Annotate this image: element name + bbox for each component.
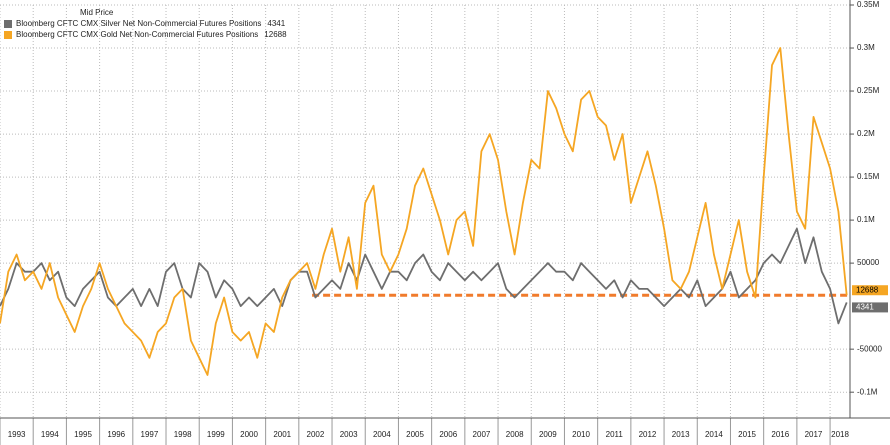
legend-swatch <box>4 20 12 28</box>
x-tick-label: 2001 <box>273 430 291 439</box>
x-tick-label: 1998 <box>174 430 192 439</box>
value-tag <box>852 285 888 296</box>
x-tick-label: 2018 <box>831 430 849 439</box>
x-tick-label: 2006 <box>439 430 457 439</box>
y-tick-label: 0.25M <box>857 86 880 95</box>
x-tick-label: 1995 <box>74 430 92 439</box>
legend-label: Bloomberg CFTC CMX Silver Net Non-Commer… <box>16 19 261 28</box>
legend-label: Bloomberg CFTC CMX Gold Net Non-Commerci… <box>16 30 258 39</box>
x-tick-label: 2012 <box>639 430 657 439</box>
y-tick-label: 0.15M <box>857 172 880 181</box>
x-tick-label: 2010 <box>572 430 590 439</box>
series-line <box>0 47 848 376</box>
x-tick-label: 2005 <box>406 430 424 439</box>
x-tick-label: 1993 <box>8 430 26 439</box>
x-tick-label: 2017 <box>805 430 823 439</box>
value-tag <box>852 302 888 313</box>
x-tick-label: 1997 <box>141 430 159 439</box>
series-line <box>0 227 848 325</box>
x-tick-label: 1994 <box>41 430 59 439</box>
legend-value: 12688 <box>264 30 287 39</box>
y-tick-label: -50000 <box>857 344 882 353</box>
legend-title: Mid Price <box>80 8 114 17</box>
x-tick-label: 1999 <box>207 430 225 439</box>
x-tick-label: 2009 <box>539 430 557 439</box>
x-tick-label: 2008 <box>506 430 524 439</box>
y-tick-label: 50000 <box>857 258 880 267</box>
x-tick-label: 2003 <box>340 430 358 439</box>
x-tick-label: 2014 <box>705 430 723 439</box>
x-tick-label: 2004 <box>373 430 391 439</box>
x-tick-label: 2011 <box>606 430 624 439</box>
value-tag-label: 4341 <box>856 303 874 312</box>
x-tick-label: 2016 <box>771 430 789 439</box>
y-tick-label: 0.2M <box>857 129 875 138</box>
value-tag-label: 12688 <box>856 285 879 294</box>
y-tick-label: 0.1M <box>857 215 875 224</box>
x-tick-label: 2007 <box>473 430 491 439</box>
x-tick-label: 2015 <box>738 430 756 439</box>
legend-value: 4341 <box>267 19 285 28</box>
x-tick-label: 1996 <box>107 430 125 439</box>
y-tick-label: -0.1M <box>857 387 878 396</box>
legend-swatch <box>4 31 12 39</box>
y-tick-label: 0.3M <box>857 43 875 52</box>
y-tick-label: 0.35M <box>857 0 880 9</box>
x-tick-label: 2013 <box>672 430 690 439</box>
x-tick-label: 2002 <box>307 430 325 439</box>
x-tick-label: 2000 <box>240 430 258 439</box>
